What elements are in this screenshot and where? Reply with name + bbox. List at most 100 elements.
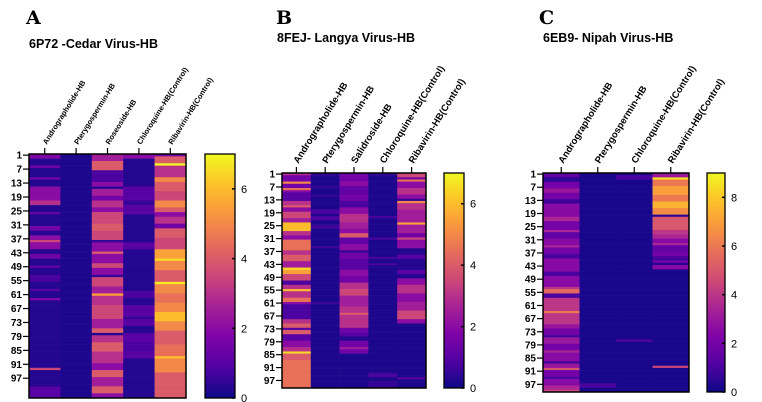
- heatmap-cell: [368, 332, 398, 335]
- row-label: 67: [264, 311, 276, 322]
- heatmap-cell: [339, 325, 369, 329]
- heatmap-cell: [397, 355, 427, 359]
- heatmap-cell: [91, 295, 124, 299]
- heatmap-cell: [310, 185, 340, 189]
- heatmap-column: [579, 173, 617, 393]
- heatmap-cell: [282, 377, 312, 380]
- heatmap-cell: [154, 163, 187, 166]
- heatmap-cell: [282, 276, 312, 279]
- heatmap-cell: [616, 247, 653, 250]
- heatmap-cell: [154, 212, 187, 215]
- heatmap-cell: [123, 312, 155, 315]
- heatmap-cell: [397, 274, 427, 277]
- heatmap-cell: [652, 227, 690, 231]
- heatmap-cell: [282, 188, 312, 191]
- heatmap-cell: [652, 192, 690, 196]
- heatmap-cell: [652, 199, 690, 202]
- heatmap-cell: [123, 167, 155, 171]
- heatmap-cell: [310, 366, 340, 369]
- heatmap-cell: [60, 235, 93, 238]
- heatmap-cell: [310, 349, 340, 352]
- heatmap-cell: [339, 246, 369, 249]
- heatmap-cell: [339, 269, 369, 273]
- heatmap-cell: [579, 306, 617, 310]
- heatmap-cell: [91, 339, 124, 343]
- heatmap-cell: [154, 219, 187, 222]
- heatmap-cell: [616, 232, 653, 235]
- heatmap-cell: [123, 212, 155, 215]
- heatmap-cell: [29, 356, 61, 359]
- heatmap-cell: [310, 233, 340, 236]
- heatmap-cell: [123, 363, 155, 366]
- heatmap-cell: [339, 364, 369, 367]
- heatmap-cell: [154, 200, 187, 204]
- heatmap-cell: [579, 183, 617, 187]
- heatmap-cell: [339, 360, 369, 363]
- heatmap-cell: [616, 262, 653, 266]
- heatmap-cell: [282, 241, 312, 245]
- heatmap-cell: [282, 332, 312, 335]
- heatmap-cell: [154, 170, 187, 173]
- heatmap-cell: [397, 259, 427, 262]
- heatmap-cell: [282, 310, 312, 314]
- heatmap-cell: [616, 341, 653, 345]
- heatmap-cell: [543, 374, 580, 377]
- heatmap-cell: [123, 300, 155, 304]
- heatmap-cell: [397, 385, 427, 389]
- heatmap-cell: [282, 372, 312, 376]
- heatmap-cell: [543, 317, 580, 321]
- heatmap-cell: [543, 370, 580, 373]
- heatmap-cell: [339, 185, 369, 189]
- heatmap-cell: [616, 278, 653, 281]
- heatmap-cell: [368, 209, 398, 212]
- heatmap-cell: [60, 251, 93, 255]
- heatmap-cell: [368, 175, 398, 178]
- heatmap-cell: [397, 370, 427, 374]
- heatmap-cell: [579, 319, 617, 323]
- heatmap-cell: [652, 264, 690, 268]
- heatmap-cell: [123, 377, 155, 380]
- heatmap-cell: [123, 256, 155, 259]
- heatmap-cell: [91, 316, 124, 320]
- heatmap-cell: [123, 393, 155, 396]
- heatmap-cell: [60, 272, 93, 276]
- heatmap-cell: [579, 192, 617, 196]
- heatmap-cell: [29, 249, 61, 252]
- heatmap-cell: [154, 367, 187, 371]
- heatmap-cell: [29, 156, 61, 159]
- heatmap-cell: [310, 314, 340, 318]
- heatmap-cell: [282, 299, 312, 303]
- heatmap-cell: [652, 306, 690, 310]
- heatmap-cell: [397, 220, 427, 223]
- heatmap-cell: [310, 334, 340, 337]
- heatmap-cell: [616, 236, 653, 239]
- heatmap-cell: [543, 293, 580, 296]
- heatmap-cell: [368, 181, 398, 185]
- heatmap-cell: [91, 381, 124, 385]
- heatmap-cell: [368, 237, 398, 240]
- row-label: 1: [269, 170, 275, 181]
- heatmap-cell: [616, 208, 653, 211]
- heatmap-cell: [652, 389, 690, 393]
- heatmap-cell: [616, 332, 653, 336]
- heatmap-cell: [60, 323, 93, 327]
- heatmap-cell: [579, 218, 617, 222]
- heatmap-cell: [543, 203, 580, 207]
- colorbar: [204, 153, 236, 399]
- heatmap-cell: [339, 289, 369, 292]
- heatmap-cell: [339, 256, 369, 260]
- heatmap-cell: [60, 391, 93, 394]
- heatmap-cell: [154, 233, 187, 236]
- row-label: 85: [11, 346, 23, 357]
- heatmap-cell: [579, 291, 617, 294]
- heatmap-cell: [397, 224, 427, 228]
- heatmap-cell: [60, 174, 93, 178]
- heatmap-cell: [60, 163, 93, 166]
- heatmap-cell: [579, 280, 617, 283]
- row-label: 49: [264, 273, 276, 284]
- heatmap-cell: [123, 230, 155, 234]
- heatmap-cell: [29, 281, 61, 285]
- heatmap-cell: [60, 277, 93, 280]
- heatmap-cell: [310, 312, 340, 316]
